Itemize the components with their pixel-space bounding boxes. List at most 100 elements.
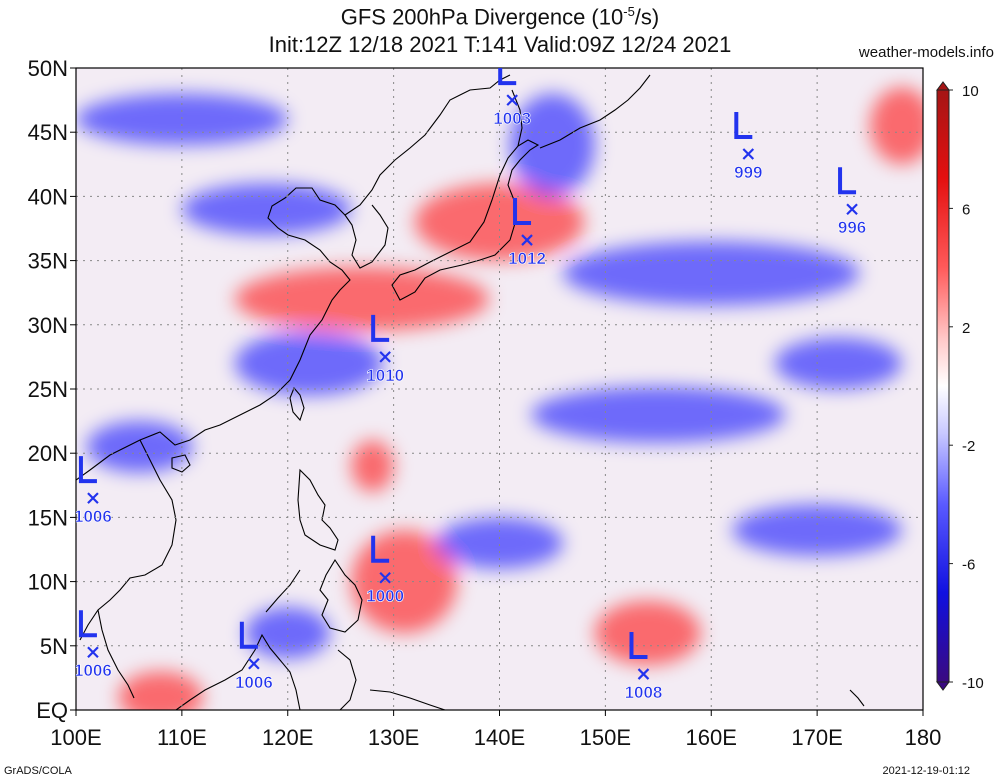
low-letter-L <box>371 314 390 342</box>
colorbar-label: 2 <box>962 320 970 337</box>
low-center-cross <box>742 148 755 160</box>
low-letter-L <box>239 621 258 649</box>
coast-philippines-luzon <box>297 468 339 551</box>
coast-sulawesi <box>337 649 357 710</box>
low-pressure-value: 1006 <box>74 661 112 680</box>
field-blob-positive <box>351 530 458 633</box>
coast-new-guinea <box>369 689 446 710</box>
low-center: 1006 <box>74 610 112 681</box>
axis-ticks: 100E 110E 120E 130E 140E 150E 160E 170E 180EQ5N1… <box>28 56 942 750</box>
low-pressure-value: 996 <box>838 218 866 237</box>
field-blob-negative <box>86 421 193 473</box>
tick-label-lon: 180 <box>905 725 942 750</box>
tick-label-lon: 100E <box>50 725 101 750</box>
coast-malay-peninsula <box>97 609 135 699</box>
low-pressure-value: 1012 <box>508 249 546 268</box>
field-blob-negative <box>563 241 860 306</box>
low-center-cross <box>846 203 858 216</box>
low-center: 1006 <box>74 456 112 526</box>
low-letter-L <box>498 68 517 86</box>
coast-asia-mainland <box>76 74 511 481</box>
coast-palawan <box>265 569 301 613</box>
field-blob-negative <box>234 331 384 396</box>
low-pressure-markers: 1003 999 996 1012 1010 1006 1000 1006 1006 1008 <box>74 68 867 702</box>
field-blob-negative <box>510 93 595 197</box>
low-center-cross <box>379 351 391 363</box>
colorbar: 10 6 2 -2 -6 -10 <box>936 81 984 692</box>
coast-philippines-south <box>319 558 363 633</box>
low-center: 1000 <box>366 535 404 606</box>
field-blob-positive <box>234 267 489 332</box>
tick-label-lat: 50N <box>28 56 68 81</box>
coast-borneo <box>175 633 301 710</box>
coast-japan <box>391 139 540 301</box>
field-blob-positive <box>118 671 204 710</box>
tick-label-lat: 30N <box>28 313 68 338</box>
low-letter-L <box>513 198 532 226</box>
low-center: 1010 <box>366 314 404 385</box>
low-letter-L <box>838 167 857 195</box>
field-blob-negative <box>76 93 288 146</box>
coast-korea <box>344 204 389 269</box>
low-center: 999 <box>734 112 763 182</box>
map-title-line1: GFS 200hPa Divergence (10-5/s) <box>0 4 1000 30</box>
coast-islands-east <box>849 689 865 707</box>
low-center-cross <box>379 571 391 584</box>
low-pressure-value: 1010 <box>366 366 404 385</box>
coastlines <box>76 74 865 710</box>
tick-label-lat: 25N <box>28 377 68 402</box>
colorbar-label: -2 <box>962 438 975 455</box>
low-center: 1006 <box>235 621 273 692</box>
tick-label-lat: 35N <box>28 249 68 274</box>
coast-kuril-kamchatka <box>539 74 651 149</box>
tick-label-lat: 10N <box>28 570 68 595</box>
tick-label-lat: 5N <box>40 634 68 659</box>
tick-label-lon: 140E <box>474 725 525 750</box>
field-blob-positive <box>351 440 394 492</box>
low-pressure-value: 1008 <box>625 683 663 702</box>
coast-sakhalin <box>511 89 523 147</box>
tick-label-lon: 110E <box>157 725 207 750</box>
tick-label-lat: EQ <box>36 698 68 723</box>
colorbar-label: 6 <box>962 201 970 218</box>
low-center: 1008 <box>624 632 663 702</box>
low-center: 996 <box>838 167 867 238</box>
title-exponent: -5 <box>623 4 635 19</box>
low-pressure-value: 999 <box>734 163 762 182</box>
colorbar-label: 10 <box>962 83 979 100</box>
tick-label-lon: 170E <box>791 725 842 750</box>
low-pressure-value: 1006 <box>235 673 273 692</box>
low-letter-L <box>629 632 648 660</box>
coast-indochina <box>79 439 177 641</box>
tick-label-lon: 120E <box>262 725 313 750</box>
coast-hainan <box>171 454 191 473</box>
field-blob-positive <box>594 600 701 666</box>
title-suffix: /s) <box>634 4 660 30</box>
tick-label-lon: 130E <box>368 725 419 750</box>
tick-label-lon: 160E <box>686 725 737 750</box>
low-center: 1003 <box>493 68 531 128</box>
low-letter-L <box>78 610 97 638</box>
low-pressure-value: 1006 <box>74 507 112 526</box>
low-pressure-value: 1003 <box>493 109 531 128</box>
low-center-cross <box>521 234 533 246</box>
colorbar-label: -10 <box>962 675 984 692</box>
field-blob-negative <box>181 183 352 235</box>
colorbar-label: -6 <box>962 557 975 574</box>
low-center-cross <box>87 492 99 504</box>
low-letter-L <box>734 112 753 140</box>
lat-lon-gridlines <box>76 68 923 710</box>
field-blob-negative <box>531 386 786 443</box>
low-pressure-value: 1000 <box>366 587 404 606</box>
map-title-line2: Init:12Z 12/18 2021 T:141 Valid:09Z 12/2… <box>268 32 732 57</box>
colorbar-arrow-top <box>936 81 950 91</box>
site-watermark: weather-models.info <box>858 44 994 61</box>
low-center-cross <box>248 657 260 670</box>
coast-taiwan <box>289 386 305 422</box>
title-prefix: GFS 200hPa Divergence (10 <box>340 4 624 30</box>
colorbar-arrow-bottom <box>936 681 950 691</box>
low-center-cross <box>506 94 518 106</box>
low-center: 1012 <box>508 198 546 268</box>
field-blob-negative <box>774 337 902 389</box>
